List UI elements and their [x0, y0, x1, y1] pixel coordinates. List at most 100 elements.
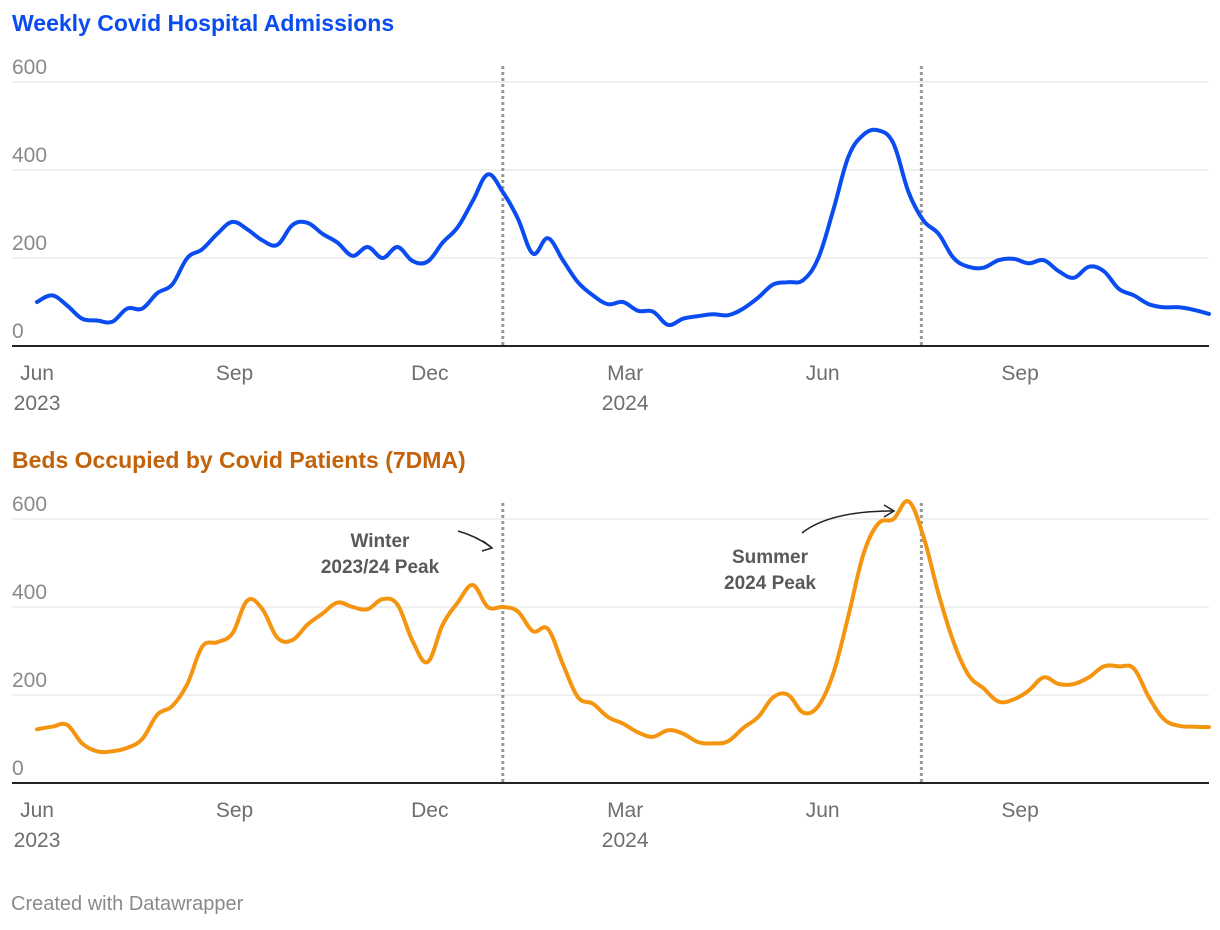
winter-peak-arrowhead: [481, 540, 494, 552]
beds-x-tick-year: 2024: [602, 829, 649, 852]
beds-data-point: [200, 645, 204, 649]
admissions-data-point: [351, 254, 355, 258]
beds-x-tick-label: Sep: [216, 799, 253, 822]
admissions-data-point: [531, 252, 535, 256]
beds-data-point: [816, 704, 820, 708]
admissions-data-point: [786, 280, 790, 284]
beds-data-point: [801, 711, 805, 715]
admissions-chart: 0 200 400 600 Jun 2023 Sep Dec Mar 2024 Jun Sep: [12, 56, 1211, 415]
admissions-data-point: [516, 216, 520, 220]
admissions-x-tick-label: Dec: [411, 362, 448, 385]
admissions-data-point: [1072, 276, 1076, 280]
admissions-x-tick-label: Jun: [806, 362, 840, 385]
beds-data-point: [381, 597, 385, 601]
admissions-data-point: [831, 208, 835, 212]
winter-peak-annotation: 2023/24 Peak: [321, 557, 440, 578]
beds-x-tick-year: 2023: [14, 829, 61, 852]
beds-data-point: [907, 499, 911, 503]
beds-data-point: [516, 609, 520, 613]
admissions-data-point: [170, 282, 174, 286]
admissions-data-point: [110, 320, 114, 324]
beds-data-point: [531, 629, 535, 633]
admissions-data-point: [1192, 308, 1196, 312]
admissions-data-point: [636, 309, 640, 313]
beds-chart-title: Beds Occupied by Covid Patients (7DMA): [12, 447, 466, 473]
admissions-data-point: [952, 256, 956, 260]
admissions-data-point: [291, 223, 295, 227]
admissions-data-point: [816, 256, 820, 260]
beds-data-point: [726, 739, 730, 743]
beds-data-point: [396, 603, 400, 607]
admissions-data-point: [441, 241, 445, 245]
beds-data-point: [65, 723, 69, 727]
beds-data-point: [1102, 664, 1106, 668]
beds-y-tick-label: 600: [12, 493, 47, 516]
admissions-x-tick-label: Sep: [1001, 362, 1038, 385]
admissions-data-point: [696, 314, 700, 318]
beds-data-point: [441, 623, 445, 627]
admissions-data-point: [95, 319, 99, 323]
admissions-data-point: [726, 313, 730, 317]
admissions-data-point: [876, 128, 880, 132]
beds-data-point: [95, 749, 99, 753]
admissions-y-tick-label: 600: [12, 56, 47, 79]
admissions-data-point: [937, 232, 941, 236]
admissions-data-point: [621, 300, 625, 304]
beds-data-point: [892, 517, 896, 521]
beds-data-point: [230, 631, 234, 635]
admissions-data-point: [396, 245, 400, 249]
admissions-data-point: [982, 266, 986, 270]
admissions-data-point: [741, 307, 745, 311]
beds-data-point: [426, 660, 430, 664]
beds-data-point: [621, 722, 625, 726]
beds-data-point: [35, 727, 39, 731]
admissions-data-point: [1162, 305, 1166, 309]
admissions-data-point: [997, 258, 1001, 262]
admissions-data-point: [546, 236, 550, 240]
summer-peak-annotation: Summer: [732, 547, 809, 568]
admissions-data-point: [125, 307, 129, 311]
beds-data-point: [291, 638, 295, 642]
admissions-data-point: [215, 232, 219, 236]
beds-data-point: [155, 713, 159, 717]
admissions-x-tick-year: 2023: [14, 392, 61, 415]
beds-data-point: [125, 746, 129, 750]
admissions-data-point: [576, 280, 580, 284]
beds-data-point: [756, 715, 760, 719]
admissions-data-point: [426, 260, 430, 264]
beds-data-point: [336, 601, 340, 605]
admissions-data-point: [967, 265, 971, 269]
admissions-series-line: [35, 127, 1211, 328]
admissions-data-point: [1087, 265, 1091, 269]
beds-data-point: [1072, 682, 1076, 686]
beds-data-point: [1027, 689, 1031, 693]
admissions-y-tick-label: 200: [12, 232, 47, 255]
beds-x-tick-label: Mar: [607, 799, 643, 822]
beds-data-point: [306, 623, 310, 627]
beds-data-point: [1192, 725, 1196, 729]
admissions-data-point: [1207, 312, 1211, 316]
admissions-data-point: [1057, 269, 1061, 273]
beds-data-point: [952, 640, 956, 644]
admissions-data-point: [306, 221, 310, 225]
beds-data-point: [321, 612, 325, 616]
beds-data-point: [606, 715, 610, 719]
admissions-data-point: [922, 219, 926, 223]
beds-data-point: [576, 695, 580, 699]
beds-data-point: [786, 693, 790, 697]
admissions-data-point: [771, 282, 775, 286]
beds-data-point: [1207, 725, 1211, 729]
admissions-data-point: [486, 172, 490, 176]
admissions-data-point: [140, 307, 144, 311]
beds-chart: 0 200 400 600 Jun 2023 Sep Dec Mar 2024 Jun Sep Wint…: [12, 493, 1211, 852]
beds-data-point: [711, 741, 715, 745]
beds-data-point: [80, 741, 84, 745]
admissions-data-point: [65, 304, 69, 308]
admissions-data-point: [456, 225, 460, 229]
admissions-data-point: [1177, 305, 1181, 309]
beds-data-point: [861, 552, 865, 556]
admissions-data-point: [321, 232, 325, 236]
admissions-data-point: [861, 133, 865, 137]
admissions-data-point: [651, 310, 655, 314]
admissions-data-point: [80, 317, 84, 321]
